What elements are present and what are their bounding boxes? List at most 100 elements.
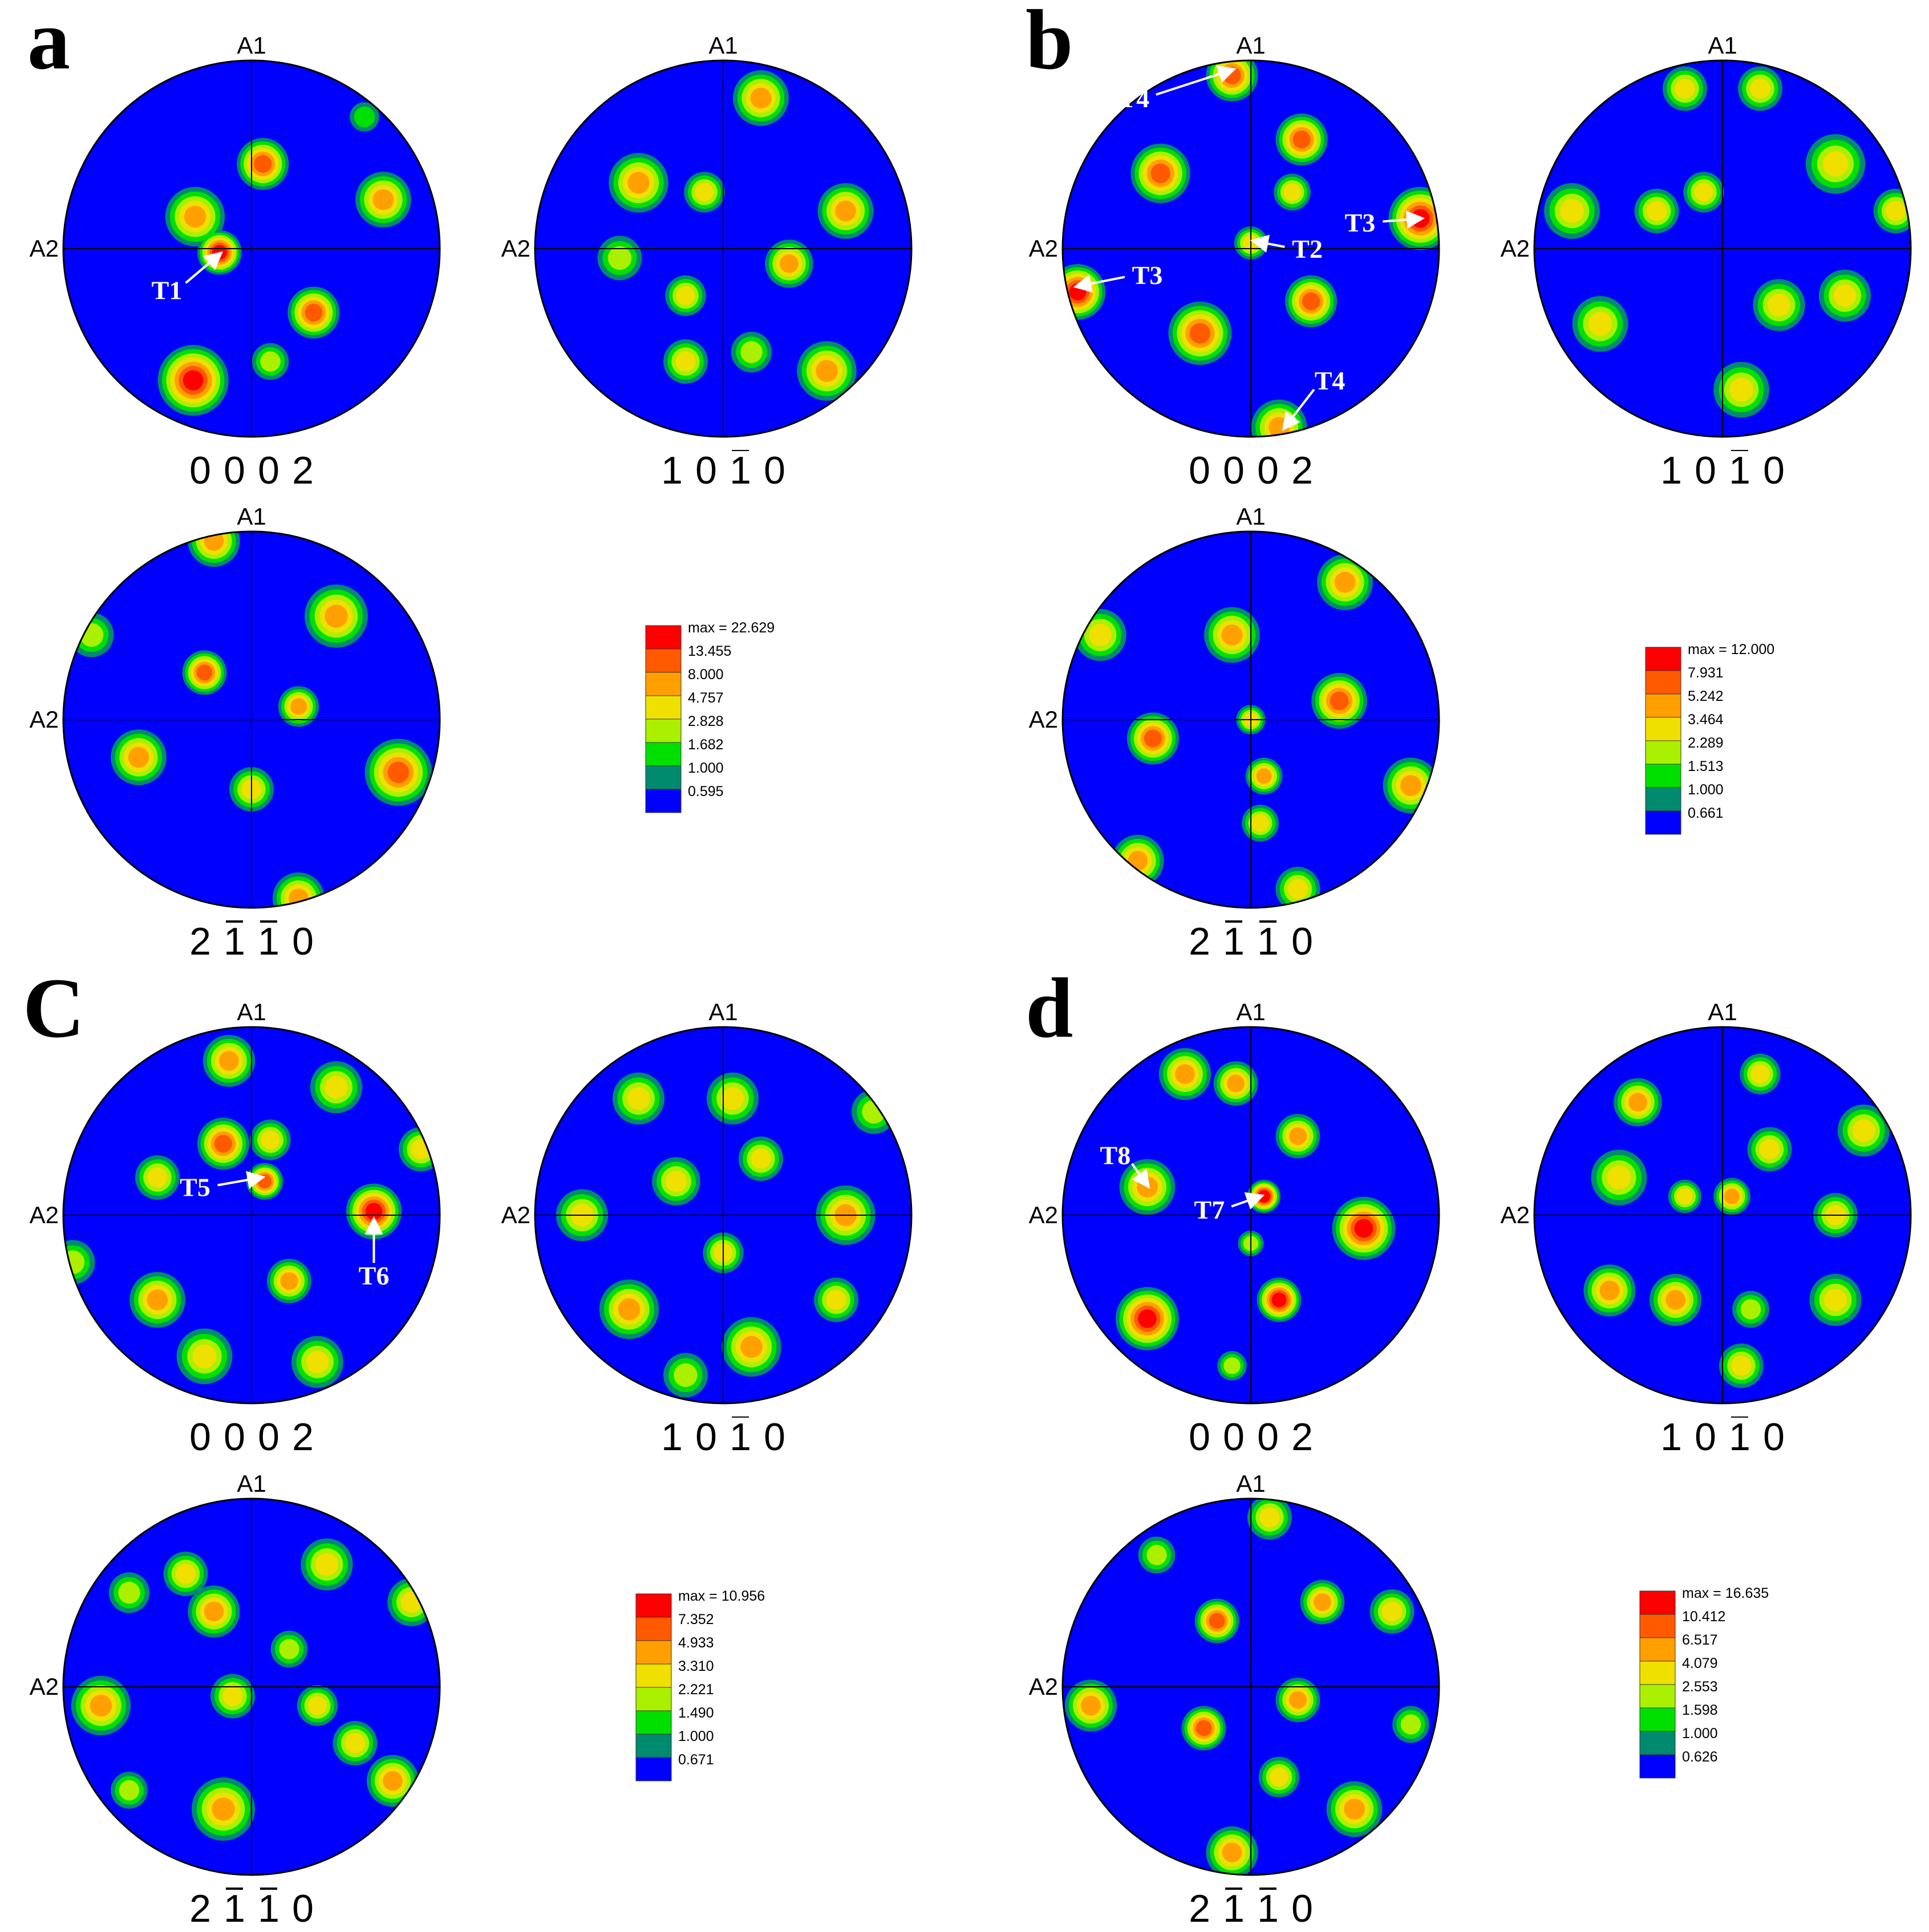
pole-peak-level-4 (1588, 312, 1612, 336)
axis-label-a1: A1 (708, 999, 737, 1025)
legend-level-value: 0.626 (1682, 1749, 1718, 1765)
legend-swatch-level-3 (635, 1687, 672, 1711)
legend-level-value: 1.598 (1682, 1702, 1718, 1718)
legend-level-value: 0.661 (1688, 805, 1724, 821)
pole-peak-level-6 (305, 303, 323, 322)
axis-label-a2: A2 (1501, 1202, 1530, 1228)
pole-peak-level-3 (740, 341, 763, 363)
pole-peak-level-5 (204, 1601, 224, 1622)
pole-peak-level-4 (1677, 1188, 1693, 1204)
pole-peak-level-3 (1146, 1545, 1167, 1565)
pole-peak-level-5 (1175, 1064, 1195, 1084)
plane-index-digit: 0 (224, 1415, 245, 1459)
axis-label-a2: A2 (30, 1673, 59, 1700)
plane-index-digit: 2 (1189, 1887, 1210, 1930)
pole-peak-level-4 (306, 1350, 329, 1374)
pole-peak-level-5 (219, 1051, 239, 1071)
plane-index-digit: 0 (764, 1415, 785, 1459)
pole-peak-level-5 (1628, 1093, 1647, 1112)
legend-level-value: 4.757 (688, 690, 724, 706)
legend-level-value: 1.000 (1682, 1726, 1718, 1742)
twin-label: T7 (1194, 1195, 1225, 1224)
pole-peak-level-5 (372, 189, 394, 210)
pole-peak-level-7 (1354, 1219, 1373, 1238)
plane-index-digit: 1 (1223, 920, 1245, 963)
legend-max-label: max = 10.956 (678, 1588, 765, 1604)
twin-arrow (1073, 274, 1125, 293)
plane-index-digit: 1 (224, 920, 245, 963)
pole-peak-level-5 (1289, 1127, 1307, 1145)
plane-index-digit: 1 (1729, 449, 1750, 492)
pole-peak-level-5 (1227, 1074, 1245, 1093)
plane-index-digit: 0 (1223, 1415, 1245, 1459)
pole-peak-level-5 (289, 888, 309, 908)
axis-label-a2: A2 (501, 1202, 530, 1228)
legend-swatch-level-0 (635, 1757, 672, 1781)
legend-swatch-level-2 (635, 1710, 672, 1735)
pole-peak-level-5 (325, 604, 348, 628)
pole-peak-level-3 (607, 246, 632, 270)
pole-peak-level-4 (1729, 378, 1753, 402)
pole-peak-level-4 (675, 351, 696, 372)
legend-level-value: 7.352 (678, 1612, 714, 1627)
legend-swatch-level-1 (1645, 787, 1681, 811)
pole-peak-level-4 (222, 1686, 243, 1706)
plane-index-digit: 1 (661, 1415, 683, 1459)
pole-peak-level-3 (118, 1581, 140, 1604)
pole-peak-level-4 (1833, 284, 1857, 307)
twin-arrow (1231, 1192, 1265, 1210)
plane-index-digit: 0 (1257, 1415, 1279, 1459)
axis-label-a2: A2 (1501, 235, 1530, 262)
legend-level-value: 3.310 (678, 1658, 714, 1674)
twin-label: T1 (152, 276, 183, 305)
legend-level-value: 2.221 (678, 1682, 714, 1698)
legend-swatch-level-1 (1639, 1731, 1676, 1755)
pole-figure-outline (534, 1026, 913, 1405)
pole-peak-level-4 (1760, 1139, 1780, 1159)
pole-peak-level-4 (308, 1696, 327, 1715)
pole-peak-level-4 (695, 182, 714, 202)
axis-label-a2: A2 (30, 1202, 59, 1228)
contour-legend: max = 16.635 10.412 6.517 4.079 2.553 1.598 1.… (1639, 1585, 1769, 1779)
plane-index-digit: 2 (292, 1415, 314, 1459)
panel-letter: C (23, 961, 84, 1056)
legend-level-value: 4.079 (1682, 1655, 1718, 1671)
pole-peak-level-4 (751, 1148, 771, 1169)
pole-peak-level-4 (261, 1130, 280, 1150)
legend-swatch-level-1 (635, 1734, 672, 1758)
pole-peak-level-6 (257, 1174, 272, 1189)
legend-swatch-level-4 (645, 695, 682, 720)
pole-peak-level-2 (354, 106, 375, 128)
pole-peak-level-4 (676, 286, 695, 305)
plane-index-digit: 1 (1660, 449, 1682, 492)
legend-swatch-level-2 (1639, 1707, 1676, 1732)
pole-peak-level-7 (1138, 1309, 1157, 1328)
legend-swatch-level-0 (1645, 810, 1681, 835)
axis-label-a1: A1 (1236, 503, 1265, 530)
twin-annotations: T5 T6 (180, 1171, 389, 1290)
legend-level-value: 8.000 (688, 667, 724, 683)
pole-peak-level-4 (345, 1733, 365, 1754)
legend-max-label: max = 12.000 (1688, 642, 1774, 657)
pole-peak-level-5 (1724, 1188, 1740, 1204)
legend-swatch-level-4 (635, 1663, 672, 1688)
pole-peak-level-4 (192, 1344, 217, 1369)
legend-level-value: 5.242 (1688, 688, 1724, 704)
legend-level-value: 13.455 (688, 643, 731, 659)
pole-peak-level-5 (1665, 1290, 1685, 1310)
axis-label-a1: A1 (1236, 32, 1265, 59)
plane-index-digit: 0 (695, 1415, 717, 1459)
plane-index-digit: 0 (1291, 920, 1313, 963)
plane-index-digit: 0 (764, 449, 785, 492)
twin-label: T5 (180, 1173, 210, 1202)
legend-swatch-level-5 (1645, 693, 1681, 718)
pole-peak-level-3 (260, 351, 281, 372)
panel-letter: b (1026, 0, 1073, 87)
legend-swatch-level-0 (645, 789, 682, 813)
legend-level-value: 2.289 (1688, 735, 1724, 751)
